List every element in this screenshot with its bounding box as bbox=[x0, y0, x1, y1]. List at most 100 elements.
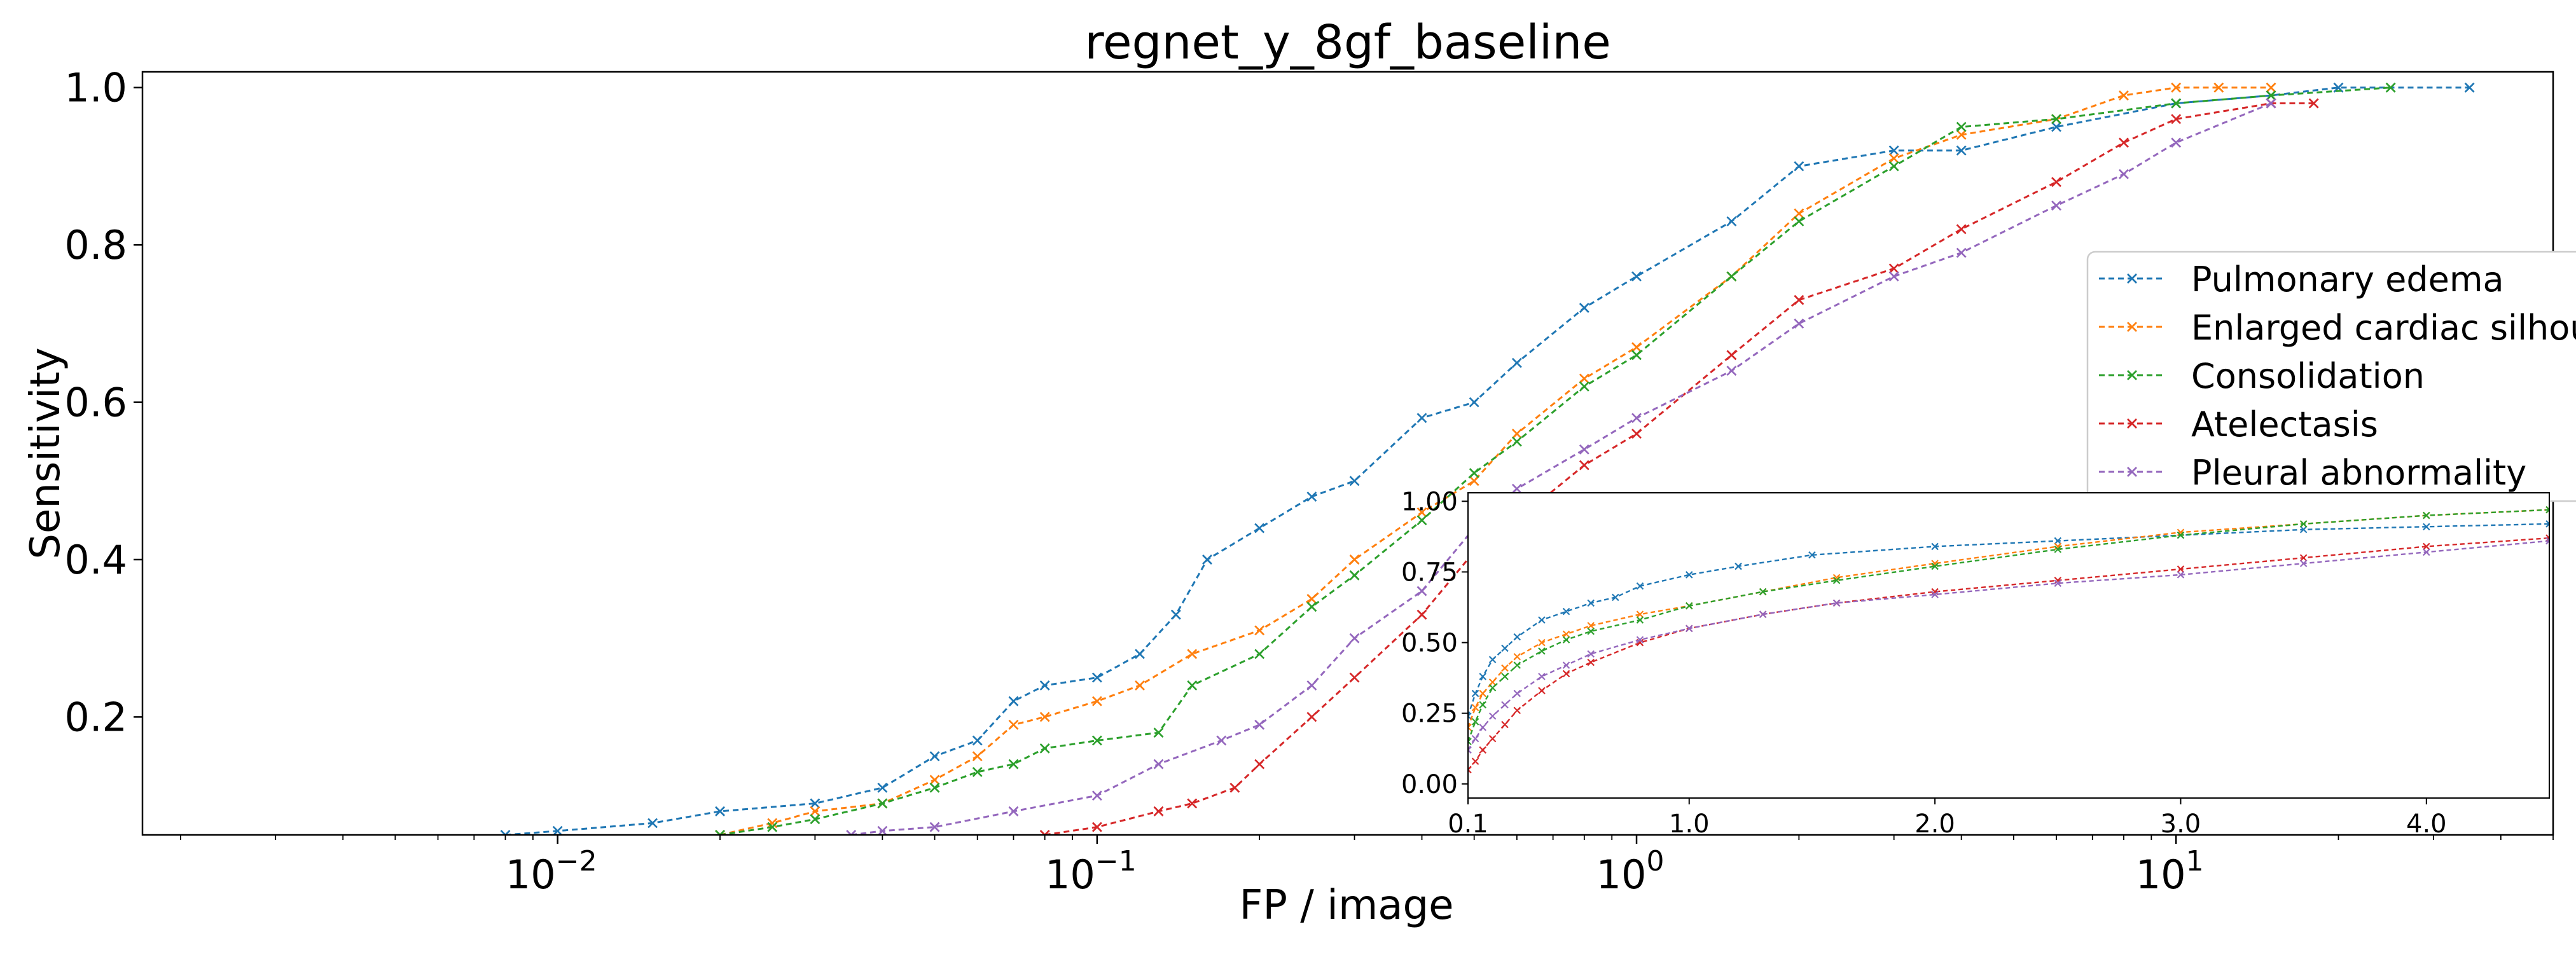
legend-swatch-marker bbox=[2127, 273, 2137, 284]
main-point bbox=[1254, 719, 1265, 730]
main-point bbox=[1469, 467, 1479, 478]
inset-point bbox=[1612, 593, 1619, 602]
inset-point bbox=[1501, 644, 1509, 652]
y-tick-label: 0.6 bbox=[64, 380, 127, 426]
x-tick-exponent: 0 bbox=[1646, 845, 1664, 878]
main-point bbox=[2308, 98, 2319, 109]
main-point bbox=[1956, 145, 1967, 156]
inset-point bbox=[1471, 734, 1479, 743]
main-point bbox=[972, 735, 983, 746]
inset-point bbox=[1468, 738, 1472, 745]
main-series-0 bbox=[500, 82, 2475, 835]
main-point bbox=[1631, 413, 1642, 423]
inset-point bbox=[1513, 689, 1521, 698]
main-point bbox=[1511, 357, 1522, 368]
inset-y-tick-label: 0.25 bbox=[1401, 699, 1458, 729]
main-point bbox=[2119, 90, 2129, 101]
inset-point bbox=[1931, 562, 1939, 570]
main-point bbox=[647, 818, 658, 829]
main-point bbox=[1349, 633, 1360, 644]
inset-point bbox=[1685, 602, 1693, 610]
legend-swatch-marker bbox=[2127, 467, 2137, 477]
main-point bbox=[1039, 680, 1050, 691]
x-tick-exponent: 1 bbox=[2186, 845, 2204, 878]
main-point bbox=[767, 818, 778, 829]
main-point bbox=[1254, 759, 1265, 769]
inset-point bbox=[2177, 565, 2185, 573]
inset-point bbox=[1488, 684, 1497, 692]
inset-point bbox=[2299, 520, 2308, 528]
main-point bbox=[1794, 318, 1804, 329]
main-point bbox=[1039, 712, 1050, 722]
inset-point bbox=[1501, 701, 1509, 709]
main-point bbox=[1579, 381, 1589, 392]
main-point bbox=[2385, 82, 2396, 93]
inset-x-tick-label: 4.0 bbox=[2406, 809, 2447, 839]
main-point bbox=[972, 751, 983, 762]
inset-y-tick-label: 0.00 bbox=[1401, 770, 1458, 799]
main-point bbox=[929, 751, 940, 762]
main-point bbox=[1888, 161, 1899, 172]
main-point bbox=[1008, 759, 1019, 769]
chart-title: regnet_y_8gf_baseline bbox=[1084, 15, 1611, 70]
main-point bbox=[1306, 712, 1317, 722]
main-point bbox=[2266, 90, 2276, 101]
inset-point bbox=[1587, 599, 1595, 607]
inset-point bbox=[1562, 630, 1570, 638]
inset-point bbox=[1562, 661, 1570, 669]
main-point bbox=[1229, 782, 1240, 793]
inset-point bbox=[1468, 746, 1472, 754]
main-point bbox=[2051, 121, 2061, 132]
main-point bbox=[1306, 602, 1317, 612]
inset-point bbox=[1468, 724, 1472, 731]
inset-point bbox=[1471, 689, 1479, 698]
inset-point bbox=[1587, 628, 1595, 635]
inset-point bbox=[2423, 542, 2430, 551]
main-point bbox=[1794, 294, 1804, 305]
x-tick-exponent: −2 bbox=[556, 845, 597, 878]
main-point bbox=[1888, 145, 1899, 156]
main-point bbox=[1306, 680, 1317, 691]
main-point bbox=[1888, 153, 1899, 164]
inset-point bbox=[1832, 577, 1841, 584]
main-point bbox=[2051, 114, 2061, 125]
inset-point bbox=[2423, 523, 2430, 531]
legend-label: Atelectasis bbox=[2191, 404, 2378, 444]
inset-point bbox=[2299, 560, 2308, 567]
main-point bbox=[810, 814, 821, 825]
main-point bbox=[1416, 515, 1427, 526]
main-point bbox=[1306, 492, 1317, 502]
inset-point bbox=[1471, 757, 1479, 765]
inset-series-group bbox=[1468, 506, 2549, 774]
main-point bbox=[1956, 130, 1967, 140]
main-point bbox=[1135, 649, 1145, 659]
inset-point bbox=[1479, 673, 1486, 680]
inset-point bbox=[1587, 650, 1595, 658]
legend-label: Consolidation bbox=[2191, 356, 2425, 396]
x-axis-label: FP / image bbox=[1240, 882, 1454, 929]
main-point bbox=[1216, 735, 1227, 746]
inset-point bbox=[1931, 542, 1939, 551]
main-point bbox=[715, 830, 725, 835]
main-point bbox=[2171, 82, 2182, 93]
main-point bbox=[1416, 507, 1427, 518]
legend-swatch-marker bbox=[2127, 418, 2137, 429]
inset-y-tick-label: 0.75 bbox=[1401, 558, 1458, 587]
main-point bbox=[1187, 680, 1198, 691]
legend: Pulmonary edema Enlarged cardiac silhouet… bbox=[2086, 251, 2576, 502]
main-point bbox=[877, 798, 888, 809]
main-point bbox=[1091, 735, 1102, 746]
main-point bbox=[1956, 121, 1967, 132]
main-point bbox=[1254, 523, 1265, 534]
legend-swatch-marker bbox=[2127, 370, 2137, 380]
inset-point bbox=[2299, 554, 2308, 561]
inset-point bbox=[1587, 658, 1595, 666]
main-point bbox=[1511, 429, 1522, 439]
main-point bbox=[1039, 743, 1050, 754]
main-point bbox=[1349, 476, 1360, 486]
main-point bbox=[767, 822, 778, 832]
main-point bbox=[1726, 216, 1737, 227]
main-point bbox=[846, 830, 857, 835]
inset-point bbox=[1636, 636, 1644, 644]
inset-point bbox=[1471, 704, 1479, 712]
